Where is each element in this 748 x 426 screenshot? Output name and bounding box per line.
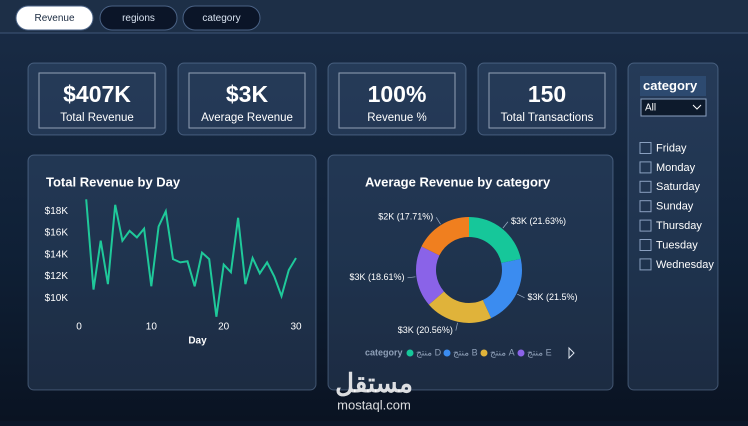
y-tick-label: $18K [45, 206, 69, 217]
watermark-arabic: مستقل [335, 368, 413, 398]
revenue-line [85, 199, 297, 317]
data-label: $3K (20.56%) [398, 325, 453, 335]
legend-label: منتج A [490, 347, 515, 358]
dropdown-value[interactable]: All [645, 103, 656, 114]
leader-line [407, 276, 416, 279]
kpi-label: Total Transactions [501, 112, 594, 124]
kpi-frame [488, 72, 606, 129]
checkbox[interactable] [639, 200, 652, 213]
tab[interactable] [99, 5, 178, 31]
kpi-label: Total Revenue [60, 112, 134, 124]
checkbox[interactable] [639, 180, 652, 193]
kpi-frame [338, 72, 456, 129]
tab-label[interactable]: Revenue [34, 13, 74, 24]
y-tick-label: $10K [45, 293, 69, 304]
x-tick-label: 30 [290, 322, 302, 333]
x-tick-label: 0 [76, 322, 82, 333]
tab-label[interactable]: regions [122, 13, 155, 24]
legend-dot [480, 349, 488, 357]
slicer-item[interactable]: Tuesday [656, 239, 698, 251]
kpi-frame [38, 72, 156, 129]
slicer-item[interactable]: Thursday [656, 220, 702, 232]
checkbox[interactable] [639, 239, 652, 251]
leader-line [455, 322, 458, 331]
kpi-frame [188, 72, 306, 129]
donut-slice [482, 258, 522, 319]
checkbox[interactable] [639, 219, 652, 232]
card [27, 62, 167, 136]
tab[interactable] [182, 5, 261, 31]
kpi-value: $407K [63, 81, 131, 107]
data-label: $3K (21.5%) [527, 292, 577, 302]
card [327, 62, 467, 136]
checkbox[interactable] [639, 258, 652, 271]
checkbox[interactable] [639, 142, 652, 154]
slicer-title-bg [640, 76, 706, 96]
legend-title: category [365, 347, 403, 357]
leader-line [435, 217, 441, 225]
chart-title: Total Revenue by Day [46, 174, 181, 189]
dropdown-arrow[interactable] [692, 104, 702, 110]
kpi-label: Revenue % [367, 112, 426, 124]
x-axis-title: Day [188, 336, 207, 347]
kpi-value: 100% [368, 81, 427, 107]
chart-title: Average Revenue by category [365, 174, 551, 189]
slicer-title: category [643, 78, 698, 93]
legend-dot [406, 349, 414, 357]
y-tick-label: $12K [45, 271, 69, 282]
legend-label: منتج E [527, 347, 552, 358]
data-label: $3K (18.61%) [349, 272, 404, 282]
leader-line [502, 221, 509, 229]
kpi-value: $3K [226, 81, 269, 107]
slicer-item[interactable]: Wednesday [656, 259, 714, 271]
tab-label[interactable]: category [202, 13, 240, 24]
donut-slice [416, 246, 444, 305]
slicer-item[interactable]: Saturday [656, 181, 701, 193]
dropdown[interactable] [640, 98, 707, 117]
donut-slice [428, 291, 492, 324]
legend-dot [517, 349, 525, 357]
data-label: $2K (17.71%) [378, 212, 433, 222]
x-tick-label: 10 [146, 322, 158, 333]
y-tick-label: $16K [45, 228, 69, 239]
card [327, 154, 614, 391]
leader-line [517, 293, 525, 299]
slicer-item[interactable]: Sunday [656, 201, 694, 213]
card [27, 154, 317, 391]
legend-dot [443, 349, 451, 357]
data-label: $3K (21.63%) [511, 216, 566, 226]
y-tick-label: $14K [45, 249, 69, 260]
kpi-value: 150 [528, 81, 566, 107]
donut-slice [469, 217, 521, 264]
x-tick-label: 20 [218, 322, 230, 333]
watermark-latin: mostaql.com [337, 397, 411, 412]
checkbox[interactable] [639, 161, 652, 174]
legend-scroll[interactable] [568, 346, 575, 360]
slicer-item[interactable]: Monday [656, 162, 696, 174]
legend-label: منتج D [416, 347, 442, 358]
card [477, 62, 617, 136]
legend-label: منتج B [453, 347, 478, 358]
kpi-label: Average Revenue [201, 112, 293, 124]
tab[interactable] [15, 5, 94, 31]
donut-slice [421, 217, 469, 256]
card [177, 62, 317, 136]
slicer-item[interactable]: Friday [656, 142, 687, 154]
